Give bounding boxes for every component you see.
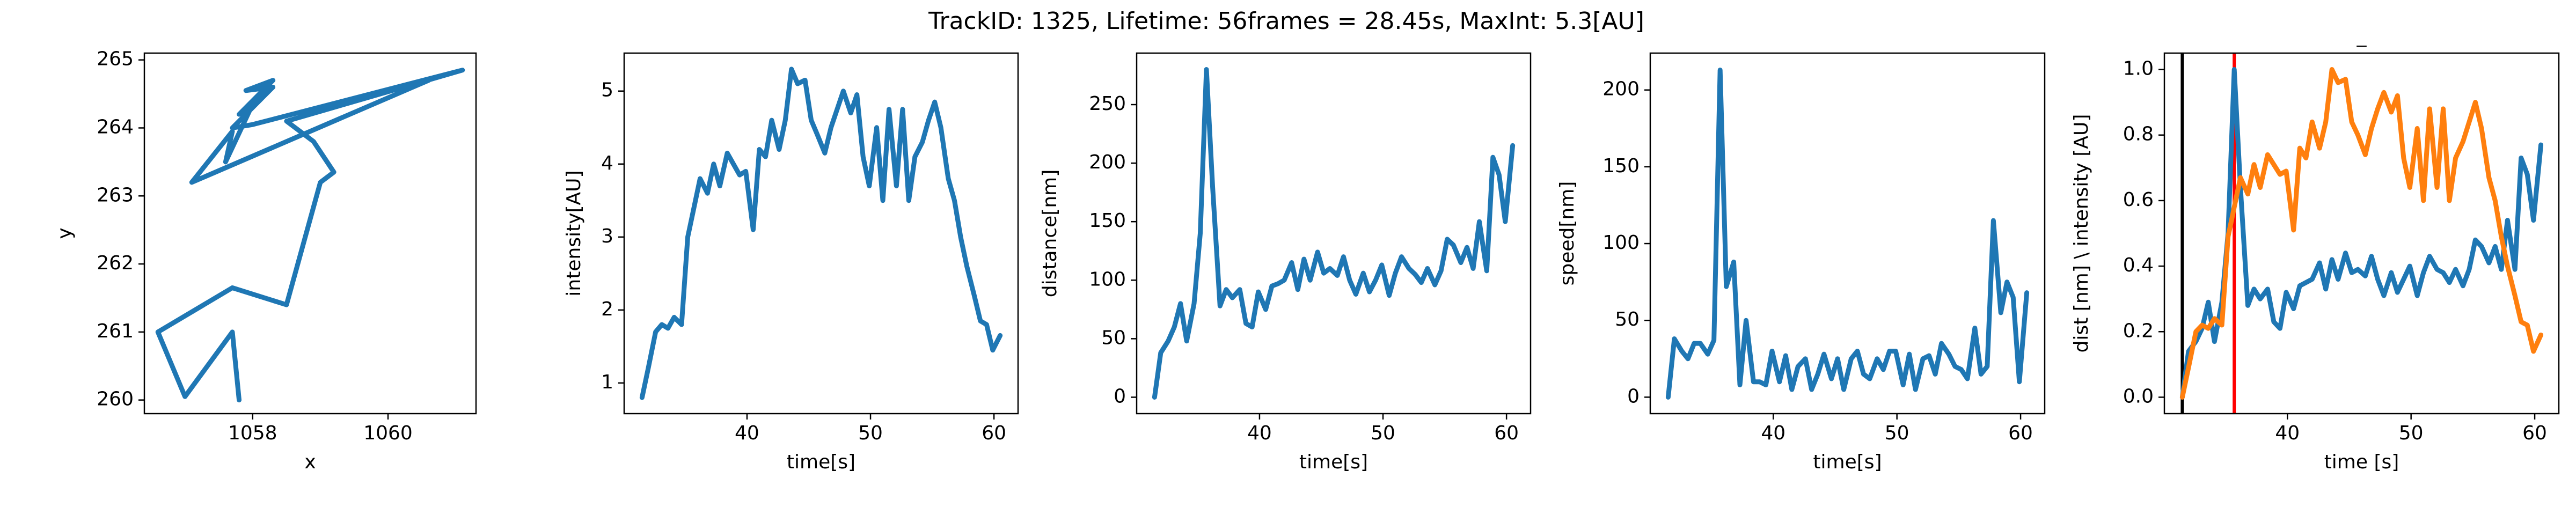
y-axis-label: distance[nm]	[1039, 170, 1061, 298]
y-tick-label: 150	[1089, 210, 1126, 232]
y-tick-label: 0.4	[2123, 254, 2154, 276]
data-line	[1665, 67, 2030, 400]
x-axis-label: time [s]	[2324, 451, 2399, 473]
y-tick-label: 261	[97, 320, 134, 342]
y-tick-label: 100	[1602, 232, 1640, 254]
x-axis-label: x	[304, 451, 316, 473]
x-tick-label: 1060	[363, 422, 413, 444]
y-tick-label: 250	[1089, 93, 1126, 115]
x-tick-label: 50	[2399, 422, 2424, 444]
x-tick-label: 40	[1247, 422, 1272, 444]
y-tick-label: 50	[1101, 327, 1126, 349]
x-axis-label: time[s]	[1813, 451, 1882, 473]
y-tick-label: 260	[97, 388, 134, 410]
y-axis-label: dist [nm] \ intensity [AU]	[2070, 114, 2092, 353]
axes-frame	[623, 52, 1019, 415]
y-tick-label: 200	[1602, 78, 1640, 100]
x-tick-label: 40	[1761, 422, 1785, 444]
y-tick-label: 0	[1114, 385, 1126, 407]
x-tick-label: 1058	[228, 422, 277, 444]
x-tick-label: 60	[1494, 422, 1519, 444]
y-tick-label: 4	[601, 152, 613, 174]
figure-title: TrackID: 1325, Lifetime: 56frames = 28.4…	[928, 8, 1644, 35]
y-tick-label: 264	[97, 116, 134, 138]
axes-frame	[1136, 52, 1532, 415]
y-tick-label: 3	[601, 225, 613, 247]
x-axis-label: time[s]	[787, 451, 855, 473]
x-axis-label: time[s]	[1299, 451, 1368, 473]
y-axis-label: y	[54, 227, 76, 239]
y-tick-label: 265	[97, 48, 134, 70]
x-tick-label: 50	[1885, 422, 1909, 444]
data-line	[1152, 67, 1516, 400]
x-tick-label: 60	[982, 422, 1006, 444]
x-tick-label: 60	[2008, 422, 2033, 444]
y-tick-label: 150	[1602, 155, 1640, 177]
y-tick-label: 50	[1615, 308, 1640, 330]
y-tick-label: 5	[601, 79, 613, 101]
x-tick-label: 60	[2522, 422, 2547, 444]
y-tick-label: 0	[1627, 385, 1640, 407]
y-tick-label: 100	[1089, 268, 1126, 290]
axes-frame	[143, 52, 477, 415]
x-tick-label: 50	[858, 422, 883, 444]
y-tick-label: 1	[601, 371, 613, 393]
y-tick-label: 2	[601, 298, 613, 320]
y-axis-label: intensity[AU]	[563, 170, 585, 296]
axes-frame	[2163, 52, 2560, 415]
data-line	[2179, 67, 2544, 400]
data-line	[2179, 67, 2544, 400]
x-tick-label: 40	[735, 422, 759, 444]
y-tick-label: 0.0	[2123, 385, 2154, 407]
axes-frame	[1649, 52, 2046, 415]
y-tick-label: 0.2	[2123, 320, 2154, 342]
y-tick-label: 263	[97, 184, 134, 206]
data-line	[155, 68, 465, 403]
y-tick-label: 1.0	[2123, 58, 2154, 80]
axes-title: _	[2357, 25, 2367, 47]
data-line	[639, 67, 1003, 400]
y-axis-label: speed[nm]	[1556, 181, 1578, 286]
y-tick-label: 200	[1089, 151, 1126, 173]
x-tick-label: 40	[2275, 422, 2300, 444]
x-tick-label: 50	[1371, 422, 1395, 444]
y-tick-label: 0.6	[2123, 189, 2154, 211]
y-tick-label: 0.8	[2123, 123, 2154, 145]
y-tick-label: 262	[97, 252, 134, 274]
